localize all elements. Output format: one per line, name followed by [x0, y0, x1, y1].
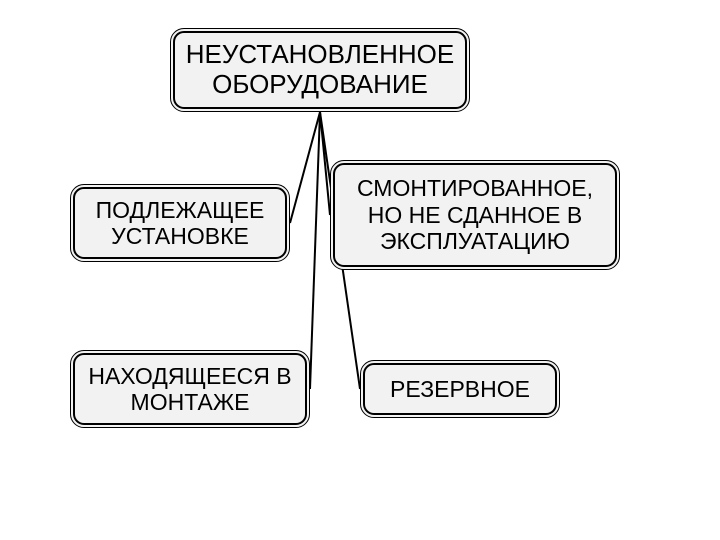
node-label: НАХОДЯЩЕЕСЯ В МОНТАЖЕ — [88, 363, 291, 416]
node-reserve: РЕЗЕРВНОЕ — [360, 360, 560, 418]
node-label: ПОДЛЕЖАЩЕЕ УСТАНОВКЕ — [96, 197, 265, 250]
edge-root-to-install — [290, 112, 320, 223]
node-root: НЕУСТАНОВЛЕННОЕ ОБОРУДОВАНИЕ — [170, 28, 470, 112]
node-mounted: СМОНТИРОВАННОЕ, НО НЕ СДАННОЕ В ЭКСПЛУАТ… — [330, 160, 620, 270]
diagram-canvas: НЕУСТАНОВЛЕННОЕ ОБОРУДОВАНИЕ ПОДЛЕЖАЩЕЕ У… — [0, 0, 720, 540]
node-label: СМОНТИРОВАННОЕ, НО НЕ СДАННОЕ В ЭКСПЛУАТ… — [357, 175, 593, 254]
node-label: НЕУСТАНОВЛЕННОЕ ОБОРУДОВАНИЕ — [186, 40, 454, 100]
node-install: ПОДЛЕЖАЩЕЕ УСТАНОВКЕ — [70, 184, 290, 262]
node-label: РЕЗЕРВНОЕ — [390, 376, 530, 402]
edge-root-to-mounted — [320, 112, 330, 215]
edge-root-to-montage — [310, 112, 320, 389]
node-montage: НАХОДЯЩЕЕСЯ В МОНТАЖЕ — [70, 350, 310, 428]
